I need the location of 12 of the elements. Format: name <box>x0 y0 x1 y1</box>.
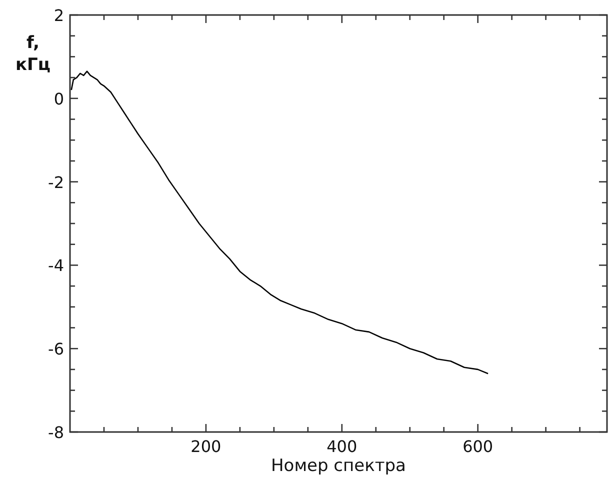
y-tick-label: -4 <box>48 256 64 276</box>
y-axis-title: f, кГц <box>16 33 50 75</box>
x-tick-label: 400 <box>326 437 358 456</box>
y-tick-label: 0 <box>54 89 64 108</box>
y-tick-label: -8 <box>48 423 64 442</box>
x-tick-label: 600 <box>462 437 494 456</box>
x-axis-title: Номер спектра <box>271 456 406 476</box>
line-series <box>70 70 489 374</box>
x-tick-label: 200 <box>190 437 222 456</box>
y-tick-label: 2 <box>54 6 64 25</box>
y-tick-label: -2 <box>48 172 64 192</box>
y-tick-label: -6 <box>48 340 64 359</box>
